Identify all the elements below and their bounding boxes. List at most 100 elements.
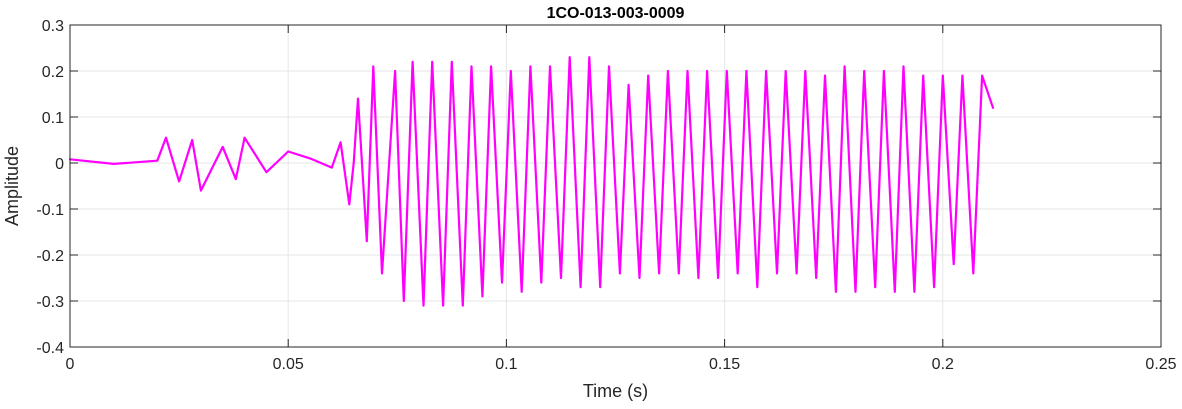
- data-point: [765, 70, 767, 72]
- data-point: [309, 157, 311, 160]
- data-point: [922, 74, 925, 77]
- data-point: [357, 97, 359, 100]
- data-point: [863, 70, 866, 72]
- y-tick-label: -0.4: [36, 340, 64, 357]
- data-point: [941, 74, 944, 77]
- data-point: [330, 166, 333, 169]
- data-point: [200, 189, 202, 192]
- data-point: [191, 139, 194, 141]
- data-point: [442, 304, 445, 307]
- y-tick-labels: -0.4 -0.3 -0.2 -0.1 0 0.1 0.2 0.3: [36, 18, 64, 357]
- data-point: [893, 290, 896, 293]
- data-point: [608, 65, 610, 68]
- y-axis-label: Amplitude: [2, 146, 22, 226]
- data-point: [618, 272, 621, 275]
- data-point: [165, 136, 167, 139]
- data-point: [470, 65, 473, 68]
- data-point: [411, 60, 414, 63]
- data-point: [843, 65, 846, 68]
- data-point: [560, 277, 562, 279]
- data-point: [658, 272, 661, 275]
- y-tick-label: -0.3: [36, 294, 64, 311]
- data-point: [627, 83, 630, 86]
- data-point: [981, 74, 983, 77]
- x-tick-label: 0.1: [495, 356, 517, 373]
- data-point: [265, 171, 268, 174]
- data-point: [902, 65, 905, 68]
- data-point: [961, 74, 964, 77]
- data-point: [854, 290, 857, 293]
- data-point: [677, 272, 680, 275]
- data-point: [736, 272, 739, 275]
- data-point: [804, 70, 807, 72]
- data-point: [339, 141, 342, 144]
- data-point: [372, 65, 375, 68]
- data-point: [725, 70, 728, 72]
- data-point: [221, 146, 224, 148]
- y-tick-label: -0.2: [36, 248, 64, 265]
- x-tick-label: 0: [66, 356, 75, 373]
- x-tick-label: 0.15: [709, 356, 740, 373]
- data-point: [352, 162, 355, 164]
- data-point: [795, 272, 798, 275]
- data-point: [365, 240, 368, 243]
- y-tick-label: -0.1: [36, 202, 64, 219]
- data-point: [933, 286, 935, 289]
- data-point: [243, 136, 246, 139]
- data-point: [745, 70, 748, 72]
- data-point: [686, 70, 689, 72]
- plot-frame: [69, 24, 1162, 348]
- data-point: [599, 286, 602, 289]
- data-point: [638, 277, 641, 279]
- tick-marks: [69, 24, 1162, 348]
- data-point: [348, 203, 351, 206]
- data-point: [178, 180, 181, 183]
- data-point: [490, 65, 493, 68]
- data-point: [431, 60, 434, 63]
- data-point: [972, 272, 975, 275]
- data-point: [834, 290, 837, 293]
- x-axis-label: Time (s): [583, 381, 648, 401]
- data-point: [666, 70, 669, 72]
- y-tick-label: 0: [55, 156, 64, 173]
- data-point: [776, 272, 778, 275]
- x-tick-label: 0.2: [932, 356, 954, 373]
- data-point: [402, 300, 405, 302]
- data-point: [234, 178, 237, 181]
- data-point: [520, 290, 523, 293]
- data-point: [156, 159, 159, 162]
- series-layer: [68, 56, 995, 307]
- y-tick-label: 0.1: [42, 110, 64, 127]
- data-point: [874, 286, 877, 289]
- series-line: [68, 56, 995, 307]
- data-point: [882, 70, 885, 72]
- data-point: [461, 304, 464, 307]
- data-point: [381, 272, 383, 275]
- data-point: [481, 295, 484, 298]
- data-point: [112, 163, 115, 165]
- data-point: [422, 304, 425, 307]
- data-point: [394, 70, 397, 72]
- data-point: [824, 74, 826, 77]
- data-point: [529, 65, 532, 68]
- y-tick-label: 0.2: [42, 64, 64, 81]
- data-point: [706, 70, 709, 72]
- data-point: [287, 150, 290, 153]
- data-point: [549, 65, 551, 68]
- chart-title: 1CO-013-003-0009: [547, 5, 685, 22]
- data-point: [717, 277, 719, 279]
- data-point: [815, 277, 818, 279]
- data-point: [697, 277, 700, 279]
- data-point: [952, 263, 955, 266]
- data-point: [647, 74, 650, 77]
- data-point: [992, 106, 994, 109]
- data-point: [913, 290, 916, 293]
- data-point: [450, 60, 453, 63]
- data-point: [540, 281, 543, 284]
- data-point: [509, 70, 512, 72]
- y-tick-label: 0.3: [42, 18, 64, 35]
- x-tick-label: 0.05: [273, 356, 304, 373]
- data-point: [501, 281, 503, 284]
